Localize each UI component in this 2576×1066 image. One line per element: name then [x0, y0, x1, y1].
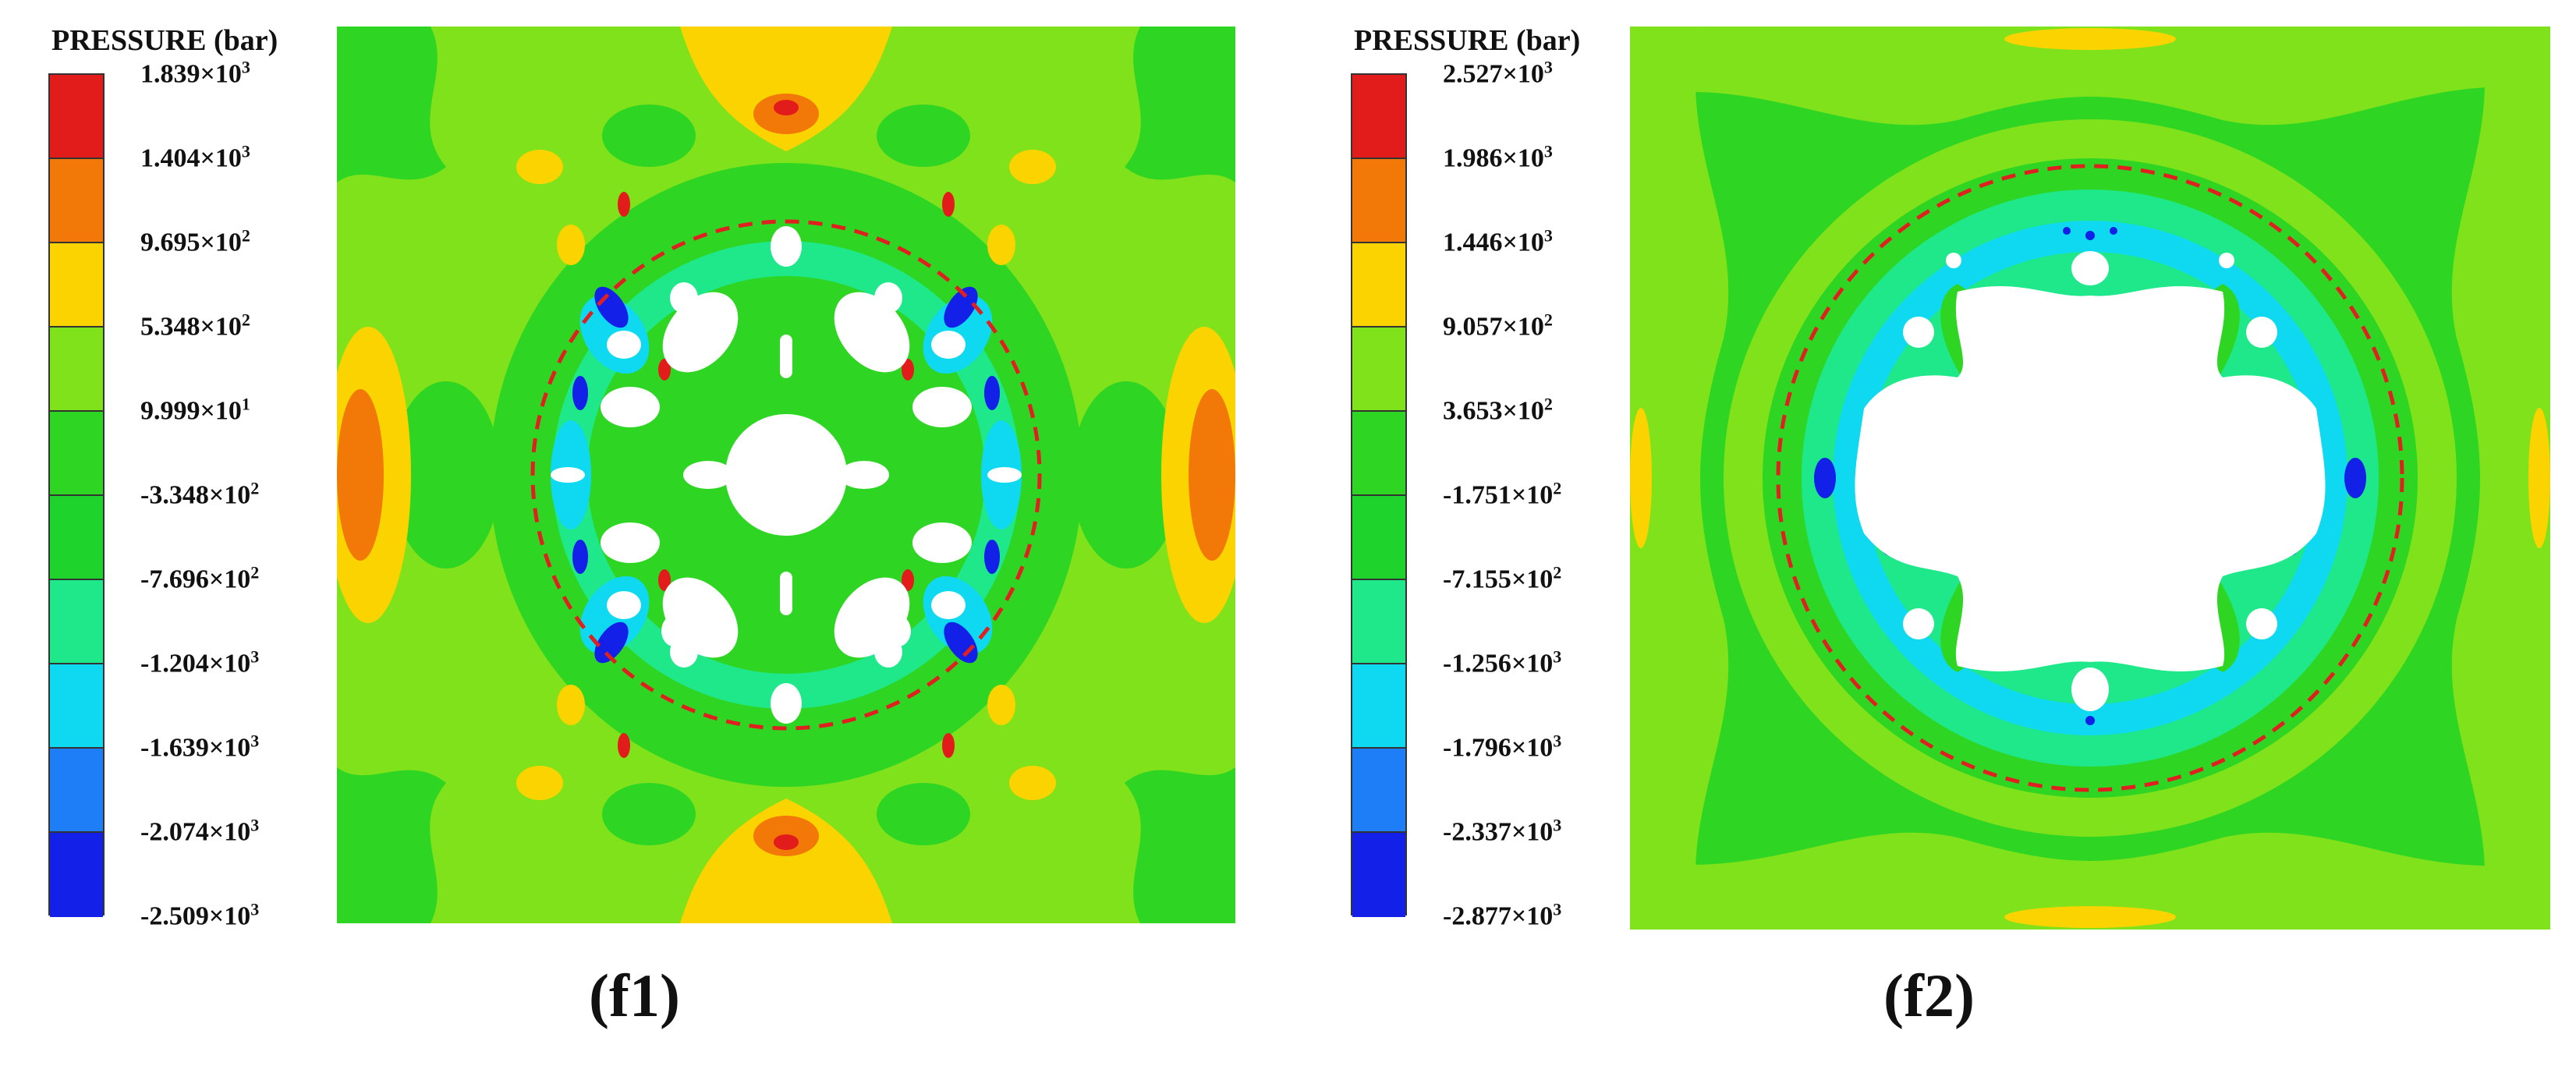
legend-swatch	[1352, 496, 1405, 580]
legend-title-f1: PRESSURE (bar)	[51, 24, 278, 57]
legend-tick-label: 1.839×103	[140, 57, 250, 89]
panel-caption-f2: (f2)	[1883, 962, 1975, 1029]
legend-swatch	[50, 664, 103, 749]
legend-tick-label: -1.256×103	[1443, 646, 1562, 678]
legend-tick-label: 1.404×103	[140, 141, 250, 173]
legend-swatch	[50, 328, 103, 412]
legend-swatch	[50, 243, 103, 328]
pressure-contour-plot-f1	[337, 27, 1235, 923]
legend-tick-label: -7.155×102	[1443, 562, 1562, 594]
panel-caption-f1: (f1)	[589, 962, 680, 1029]
legend-tick-label: -1.639×103	[140, 731, 260, 763]
legend-tick-label: 1.446×103	[1443, 225, 1553, 257]
legend-swatch	[50, 159, 103, 243]
legend-tick-label: 9.999×101	[140, 394, 250, 426]
legend-swatch	[50, 75, 103, 159]
legend-tick-label: 1.986×103	[1443, 141, 1553, 173]
legend-tick-label: -2.509×103	[140, 899, 260, 931]
legend-tick-label: 2.527×103	[1443, 57, 1553, 89]
legend-title-f2: PRESSURE (bar)	[1354, 24, 1581, 57]
legend-swatch	[1352, 664, 1405, 749]
legend-swatch	[50, 580, 103, 664]
legend-swatch	[1352, 243, 1405, 328]
legend-swatch	[1352, 159, 1405, 243]
legend-tick-label: 3.653×102	[1443, 394, 1553, 426]
pressure-contour-plot-f2	[1630, 27, 2550, 930]
legend-tick-label: -2.877×103	[1443, 899, 1562, 931]
legend-tick-label: -2.074×103	[140, 815, 260, 847]
legend-tick-label: -1.751×102	[1443, 478, 1562, 510]
legend-tick-label: 5.348×102	[140, 310, 250, 342]
legend-tick-label: -1.204×103	[140, 646, 260, 678]
legend-tick-label: 9.695×102	[140, 225, 250, 257]
legend-swatch	[1352, 580, 1405, 664]
color-legend-bar-f2	[1351, 73, 1407, 917]
legend-tick-label: -7.696×102	[140, 562, 260, 594]
color-legend-bar-f1	[48, 73, 105, 917]
legend-tick-label: -2.337×103	[1443, 815, 1562, 847]
legend-swatch	[50, 749, 103, 833]
legend-tick-label: -3.348×102	[140, 478, 260, 510]
legend-swatch	[50, 833, 103, 917]
legend-swatch	[50, 496, 103, 580]
legend-tick-label: 9.057×102	[1443, 310, 1553, 342]
legend-swatch	[1352, 412, 1405, 496]
legend-swatch	[1352, 749, 1405, 833]
legend-swatch	[50, 412, 103, 496]
legend-swatch	[1352, 75, 1405, 159]
legend-swatch	[1352, 833, 1405, 917]
legend-swatch	[1352, 328, 1405, 412]
legend-tick-label: -1.796×103	[1443, 731, 1562, 763]
